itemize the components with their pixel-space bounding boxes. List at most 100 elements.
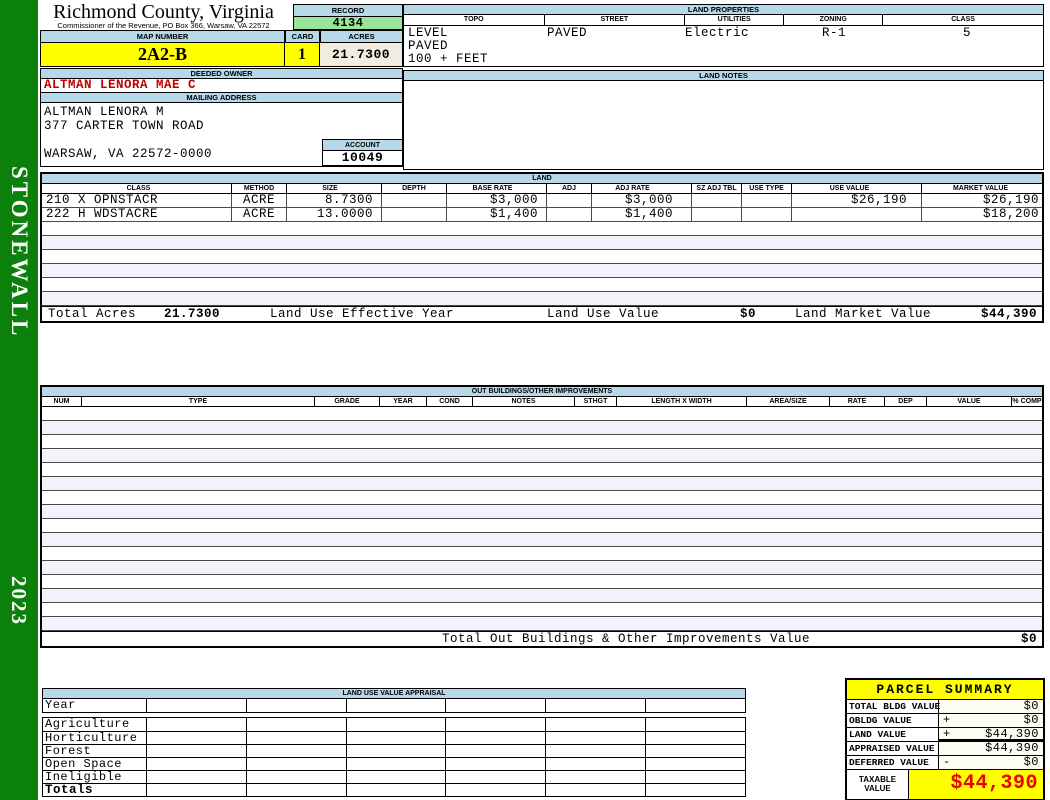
appraisal-cell [347, 732, 447, 744]
empty-row [42, 250, 1042, 264]
appraisal-cell [546, 784, 647, 796]
empty-row [42, 435, 1042, 449]
appraisal-cell [247, 784, 347, 796]
land-use-value: $0 [739, 307, 756, 321]
summary-row-total-bldg: TOTAL BLDG VALUE $0 [847, 700, 1043, 714]
land-value: $44,390 [985, 727, 1039, 741]
land-table: LAND CLASS METHOD SIZE DEPTH BASE RATE A… [40, 172, 1044, 323]
col-dep: DEP [885, 397, 927, 406]
out-buildings-column-headers: NUM TYPE GRADE YEAR COND NOTES STHGT LEN… [42, 397, 1042, 407]
land-row: 222 H WDSTACRE ACRE 13.0000 $1,400 $1,40… [42, 208, 1042, 222]
appraisal-cell [247, 758, 347, 770]
zoning-value: R-1 [822, 26, 847, 40]
col-grade: GRADE [315, 397, 380, 406]
appraised-value: $44,390 [985, 741, 1039, 755]
appraisal-row: Open Space [43, 757, 745, 771]
col-year: YEAR [380, 397, 427, 406]
card-value: 1 [285, 43, 320, 67]
col-sthgt: STHGT [575, 397, 617, 406]
land-use-effective-year-label: Land Use Effective Year [270, 307, 455, 321]
appraisal-cell [446, 758, 547, 770]
appraisal-cell [147, 784, 247, 796]
appraisal-cell [546, 771, 647, 783]
appraisal-cell [646, 718, 745, 731]
appraisal-cell [646, 758, 745, 770]
empty-row [42, 278, 1042, 292]
empty-row [42, 561, 1042, 575]
empty-row [42, 477, 1042, 491]
empty-row [42, 449, 1042, 463]
empty-row [42, 421, 1042, 435]
appraisal-cell [546, 699, 647, 712]
appraisal-row-label: Forest [43, 745, 147, 758]
col-street: STREET [544, 15, 686, 26]
col-sz-adj-tbl: SZ ADJ TBL [692, 184, 742, 193]
appraisal-cell [147, 771, 247, 783]
land-notes-header: LAND NOTES [403, 70, 1044, 81]
appraisal-cell [347, 718, 447, 731]
col-topo: TOPO [404, 15, 545, 26]
land-use-appraisal-table: LAND USE VALUE APPRAISAL Year Agricultur… [42, 688, 746, 797]
appraisal-row-label: Open Space [43, 758, 147, 771]
col-value: VALUE [927, 397, 1012, 406]
appraisal-row-label: Agriculture [43, 718, 147, 731]
appraisal-cell [646, 699, 745, 712]
empty-row [42, 292, 1042, 306]
mailing-address-header: MAILING ADDRESS [40, 92, 403, 103]
col-method: METHOD [232, 184, 287, 193]
mailing-line: 377 CARTER TOWN ROAD [44, 119, 205, 133]
map-number-header: MAP NUMBER [40, 30, 285, 43]
appraisal-cell [347, 699, 447, 712]
mailing-line: WARSAW, VA 22572-0000 [44, 147, 213, 161]
acres-header: ACRES [320, 30, 403, 43]
appraisal-row-label: Horticulture [43, 732, 147, 745]
out-buildings-empty-rows [42, 407, 1042, 631]
appraisal-cell [646, 732, 745, 744]
appraisal-row-label: Totals [43, 784, 147, 797]
col-rate: RATE [830, 397, 885, 406]
appraisal-rows: Agriculture Horticulture Forest Open Space I… [42, 717, 746, 797]
empty-row [42, 407, 1042, 421]
card-header: CARD [285, 30, 320, 43]
map-number-value: 2A2-B [40, 43, 285, 67]
appraisal-cell [147, 732, 247, 744]
appraisal-cell [446, 718, 547, 731]
col-type: TYPE [82, 397, 315, 406]
col-cond: COND [427, 397, 473, 406]
appraisal-row: Ineligible [43, 770, 745, 784]
col-zoning: ZONING [784, 15, 884, 26]
total-acres-value: 21.7300 [164, 307, 221, 321]
land-properties-section: LAND PROPERTIES TOPO STREET UTILITIES ZO… [403, 4, 1044, 67]
appraisal-cell [147, 699, 247, 712]
col-use-value: USE VALUE [792, 184, 922, 193]
account-box: ACCOUNT 10049 [322, 139, 403, 166]
appraisal-row: Year [43, 699, 745, 712]
col-adj-rate: ADJ RATE [592, 184, 692, 193]
out-buildings-title: OUT BUILDINGS/OTHER IMPROVEMENTS [42, 387, 1042, 397]
col-length-x-width: LENGTH X WIDTH [617, 397, 747, 406]
appraisal-row: Totals [43, 783, 745, 797]
utilities-value: Electric [685, 26, 750, 40]
empty-row [42, 264, 1042, 278]
land-empty-rows [42, 222, 1042, 306]
col-pct-comp: % COMP [1012, 398, 1042, 405]
col-utilities: UTILITIES [685, 15, 785, 26]
account-value: 10049 [322, 151, 403, 166]
appraisal-cell [147, 718, 247, 731]
land-totals-row: Total Acres 21.7300 Land Use Effective Y… [42, 306, 1042, 321]
appraisal-cell [646, 784, 745, 796]
deeded-owner-value: ALTMAN LENORA MAE C [40, 79, 403, 92]
district-year-sidebar: STONEWALL 2023 [0, 0, 38, 800]
col-notes: NOTES [473, 397, 575, 406]
appraisal-cell [247, 771, 347, 783]
district-name: STONEWALL [7, 166, 32, 339]
land-table-column-headers: CLASS METHOD SIZE DEPTH BASE RATE ADJ AD… [42, 184, 1042, 194]
appraisal-cell [646, 745, 745, 757]
appraisal-cell [247, 745, 347, 757]
col-class: CLASS [42, 184, 232, 193]
empty-row [42, 547, 1042, 561]
appraisal-cell [546, 745, 647, 757]
summary-row-taxable: TAXABLE VALUE $44,390 [847, 770, 1043, 799]
appraisal-row-label: Year [43, 699, 147, 712]
deeded-owner-header: DEEDED OWNER [40, 68, 403, 79]
